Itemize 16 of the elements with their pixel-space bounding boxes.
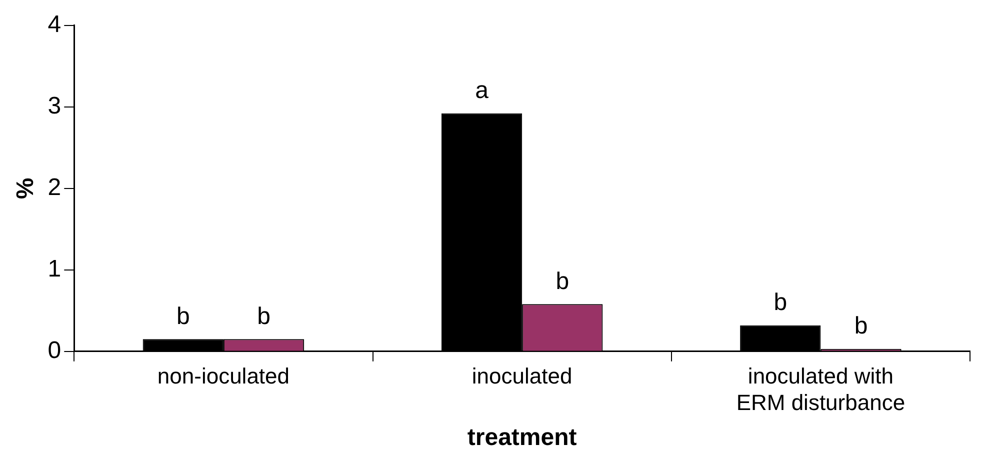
data-label: b [854, 312, 868, 340]
y-tick-label: 3 [48, 92, 62, 120]
data-label: b [556, 268, 570, 295]
y-tick-label: 2 [48, 174, 62, 202]
y-axis-title: % [12, 178, 40, 200]
x-tick-label: non-ioculated [157, 364, 290, 389]
data-label: a [475, 77, 490, 104]
data-label: b [257, 302, 270, 330]
y-tick-label: 0 [48, 337, 62, 364]
data-label: b [176, 302, 190, 330]
data-label: b [774, 288, 788, 316]
x-axis-title: treatment [467, 424, 577, 452]
x-tick-label: inoculated with ERM disturbance [736, 364, 906, 416]
y-tick-label: 1 [48, 256, 62, 283]
x-tick-label: inoculated [472, 364, 572, 389]
y-tick-label: 4 [48, 11, 62, 38]
